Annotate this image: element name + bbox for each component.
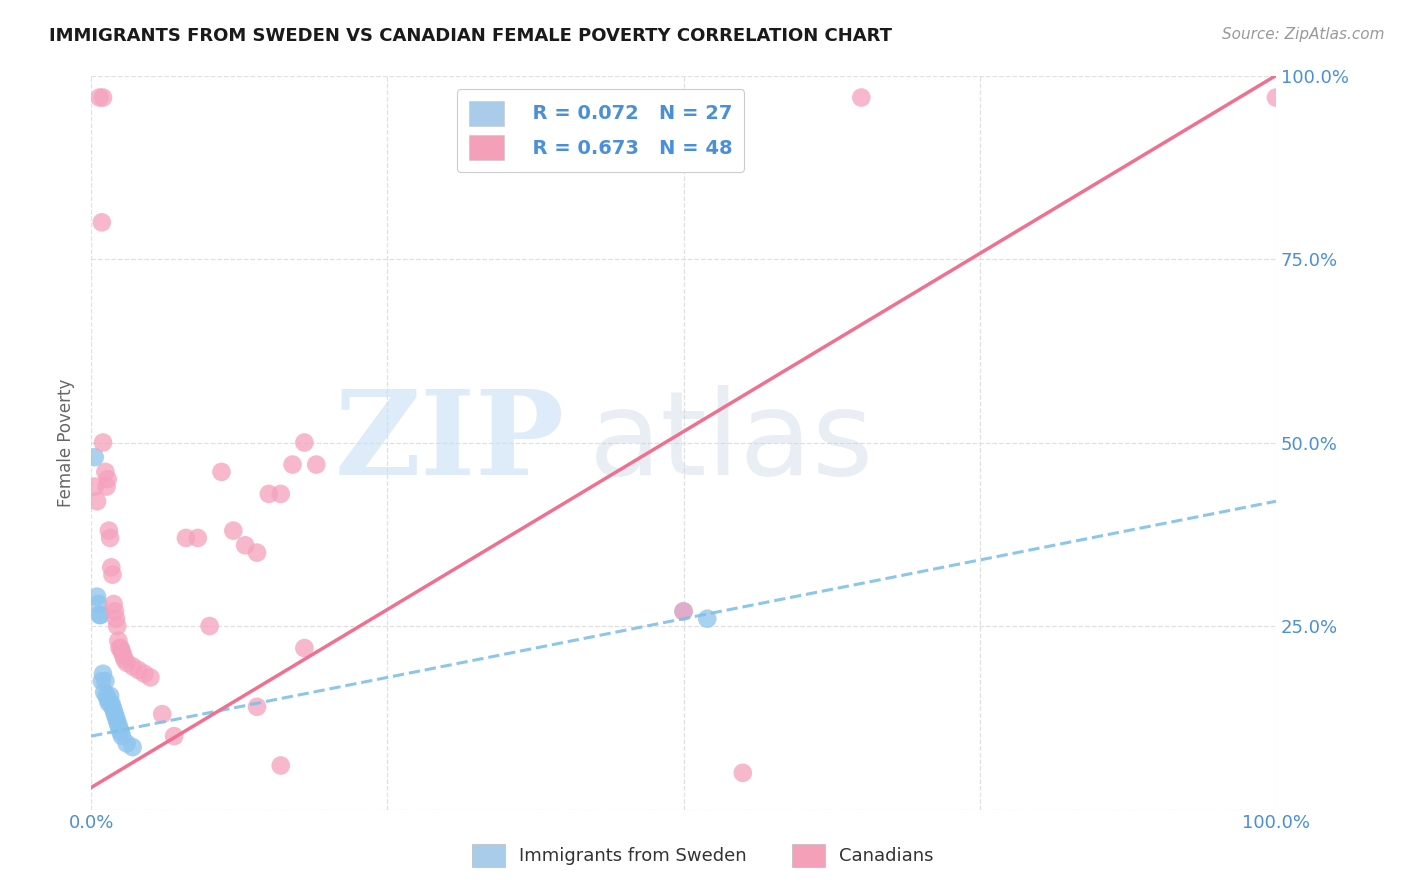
Point	[101, 567, 124, 582]
Point	[121, 740, 143, 755]
Point	[731, 765, 754, 780]
Y-axis label: Female Poverty: Female Poverty	[58, 378, 75, 507]
Point	[222, 524, 245, 538]
Point	[90, 674, 112, 689]
Point	[270, 487, 292, 501]
Point	[97, 524, 120, 538]
Point	[107, 718, 129, 732]
Point	[98, 689, 121, 703]
Point	[104, 604, 127, 618]
Point	[108, 722, 131, 736]
Point	[91, 90, 114, 104]
Point	[105, 711, 128, 725]
Point	[246, 699, 269, 714]
Point	[174, 531, 197, 545]
Text: IMMIGRANTS FROM SWEDEN VS CANADIAN FEMALE POVERTY CORRELATION CHART: IMMIGRANTS FROM SWEDEN VS CANADIAN FEMAL…	[49, 27, 893, 45]
Point	[107, 633, 129, 648]
Point	[294, 641, 316, 656]
Point	[91, 435, 114, 450]
Point	[108, 641, 131, 656]
Point	[1265, 90, 1288, 104]
Text: atlas: atlas	[589, 385, 875, 500]
Point	[89, 90, 111, 104]
Point	[101, 699, 124, 714]
Point	[305, 458, 328, 472]
Point	[696, 612, 718, 626]
Point	[281, 458, 304, 472]
Point	[93, 685, 115, 699]
Point	[150, 707, 173, 722]
Point	[110, 725, 132, 739]
Point	[90, 607, 112, 622]
Point	[89, 607, 111, 622]
Point	[86, 494, 108, 508]
Point	[112, 648, 135, 663]
Point	[105, 714, 128, 729]
Point	[672, 604, 695, 618]
Point	[111, 645, 134, 659]
Text: Source: ZipAtlas.com: Source: ZipAtlas.com	[1222, 27, 1385, 42]
Point	[246, 546, 269, 560]
Point	[103, 703, 125, 717]
Point	[97, 472, 120, 486]
Point	[97, 696, 120, 710]
Point	[100, 560, 122, 574]
Point	[257, 487, 280, 501]
Legend: Immigrants from Sweden, Canadians: Immigrants from Sweden, Canadians	[465, 837, 941, 874]
Point	[110, 641, 132, 656]
Point	[198, 619, 221, 633]
Point	[103, 597, 125, 611]
Point	[98, 531, 121, 545]
Point	[96, 689, 118, 703]
Point	[104, 707, 127, 722]
Point	[139, 670, 162, 684]
Point	[270, 758, 292, 772]
Point	[94, 674, 117, 689]
Point	[672, 604, 695, 618]
Point	[91, 666, 114, 681]
Point	[97, 692, 120, 706]
Point	[83, 479, 105, 493]
Point	[187, 531, 209, 545]
Point	[121, 659, 143, 673]
Point	[233, 538, 256, 552]
Point	[87, 597, 110, 611]
Point	[211, 465, 233, 479]
Point	[128, 663, 150, 677]
Point	[163, 729, 186, 743]
Legend:   R = 0.072   N = 27,   R = 0.673   N = 48: R = 0.072 N = 27, R = 0.673 N = 48	[457, 89, 744, 172]
Point	[105, 612, 128, 626]
Point	[86, 590, 108, 604]
Point	[83, 450, 105, 465]
Point	[105, 619, 128, 633]
Point	[111, 729, 134, 743]
Point	[294, 435, 316, 450]
Point	[90, 215, 112, 229]
Point	[100, 696, 122, 710]
Point	[851, 90, 873, 104]
Point	[115, 736, 138, 750]
Point	[134, 666, 156, 681]
Text: ZIP: ZIP	[335, 385, 565, 500]
Point	[112, 652, 135, 666]
Point	[96, 479, 118, 493]
Point	[94, 465, 117, 479]
Point	[115, 656, 138, 670]
